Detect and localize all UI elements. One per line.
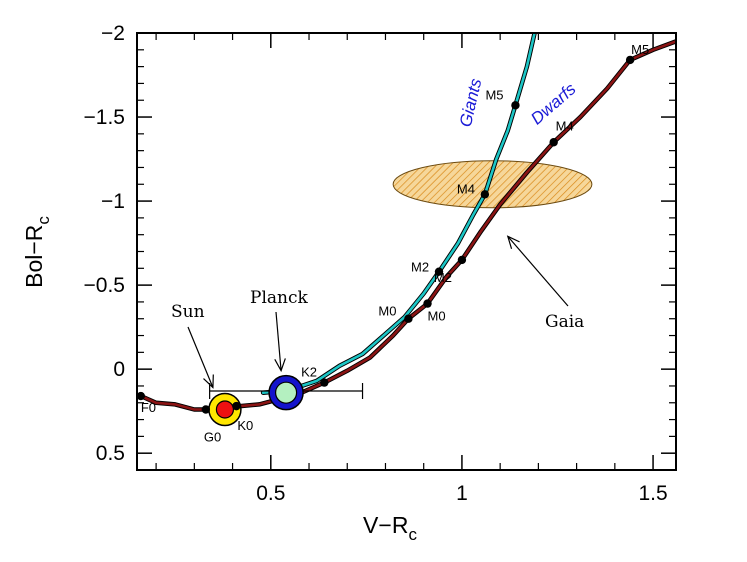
x-axis-title-subscript: c	[408, 525, 417, 544]
spectral-marker-dot	[511, 101, 520, 110]
x-axis-title-main: V−R	[363, 512, 408, 538]
x-axis-title: V−Rc	[363, 512, 417, 544]
spectral-marker-dot	[457, 255, 467, 265]
y-axis-title: Bol−Rc	[21, 216, 53, 288]
tick-labels: 0.5 1 1.5 0.5 0 −0.5 −1 −1.5 −2	[84, 22, 668, 505]
giants-line	[261, 33, 536, 394]
spectral-marker-label: M5	[631, 42, 649, 57]
spectral-marker-label: M4	[457, 181, 475, 196]
x-tick-label: 0.5	[256, 482, 285, 505]
gaia-label: Gaia	[545, 312, 584, 332]
spectral-markers: F0 G0 K0 K2 M0 M0 M2 M2 M4 M4 M5 M5	[136, 42, 649, 444]
spectral-marker-label: M5	[485, 87, 503, 102]
spectral-marker-dot	[232, 401, 241, 411]
x-tick-label: 1.5	[638, 482, 667, 505]
spectral-marker-label: F0	[141, 400, 156, 415]
planck-arrow-head	[274, 358, 286, 373]
gaia-arrow	[507, 235, 569, 307]
sun-arrow-head	[203, 374, 214, 389]
spectral-marker-label: M4	[556, 118, 574, 133]
spectral-marker-dot	[423, 299, 432, 308]
gaia-ellipse	[392, 160, 593, 209]
plot-frame	[136, 32, 677, 471]
x-tick-label: 1	[456, 482, 468, 505]
spectral-marker-dot	[434, 267, 444, 276]
sun-label: Sun	[171, 302, 205, 322]
sun-core	[215, 400, 235, 419]
spectral-marker-dot	[404, 314, 413, 323]
planck-arrow	[275, 311, 282, 371]
gaia-region	[392, 160, 593, 209]
y-axis-title-subscript: c	[34, 216, 53, 225]
spectral-marker-label: M0	[428, 309, 446, 324]
spectral-marker-label: K2	[301, 365, 317, 380]
y-tick-label: −0.5	[84, 274, 125, 297]
spectral-marker-label: G0	[204, 429, 221, 444]
y-tick-label: 0.5	[96, 442, 125, 465]
series-lines	[138, 33, 676, 412]
spectral-marker-dot	[625, 55, 635, 65]
giants-label: Giants	[456, 76, 486, 129]
spectral-marker-dot	[320, 378, 329, 387]
y-tick-label: −1	[101, 190, 125, 213]
spectral-marker-label: M2	[411, 260, 429, 275]
spectral-marker-dot	[136, 391, 146, 401]
dwarfs-line	[139, 40, 676, 411]
y-tick-label: −2	[101, 22, 125, 45]
sun-arrow	[187, 326, 214, 388]
gaia-arrow-head	[506, 235, 520, 249]
dwarfs-line-outline	[138, 39, 676, 412]
y-axis-title-main: Bol−R	[21, 225, 47, 288]
spectral-marker-label: M0	[378, 304, 396, 319]
planck-core	[274, 381, 298, 404]
y-tick-label: −1.5	[84, 106, 125, 129]
y-tick-label: 0	[113, 358, 125, 381]
planck-label: Planck	[250, 288, 308, 308]
spectral-marker-dot	[549, 138, 558, 147]
spectral-marker-dot	[480, 190, 490, 199]
spectral-marker-label: K0	[237, 418, 253, 433]
spectral-marker-dot	[201, 405, 211, 414]
spectral-marker-label: M2	[434, 270, 452, 285]
